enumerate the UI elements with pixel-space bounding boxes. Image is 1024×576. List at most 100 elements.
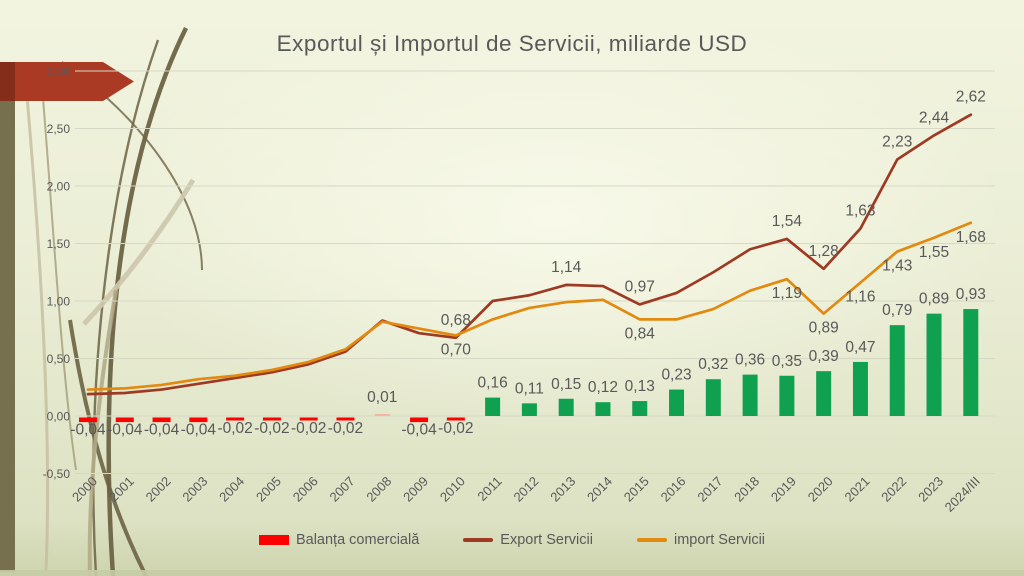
import-line	[86, 221, 973, 391]
arrow-shade	[0, 62, 15, 101]
decorative-curve	[92, 39, 160, 576]
balance-data-label: -0,04	[107, 422, 143, 439]
import-data-label: 0,84	[625, 325, 656, 342]
balance-bar	[669, 389, 685, 416]
y-axis-label: 2,50	[47, 122, 71, 136]
import-data-label: 1,43	[882, 258, 912, 275]
x-axis-label: 2023	[915, 474, 946, 505]
chart-legend: Balanța comercială Export Servicii impor…	[0, 532, 1024, 548]
balance-data-label: -0,02	[438, 420, 473, 437]
balance-data-label: 0,16	[478, 375, 508, 392]
balance-bar	[485, 397, 501, 416]
export-data-label: 2,23	[882, 134, 912, 151]
balance-data-label: -0,04	[144, 422, 180, 439]
x-axis-label: 2013	[547, 474, 578, 505]
balance-data-label: 0,12	[588, 379, 618, 396]
balance-data-label: 0,01	[367, 389, 397, 406]
y-axis-label: 1,00	[47, 295, 71, 309]
balance-bar	[299, 417, 318, 421]
export-data-label: 1,14	[551, 259, 582, 276]
y-axis-label: 1,50	[47, 237, 71, 251]
balance-data-label: 0,93	[956, 286, 986, 303]
import-data-label: 0,89	[809, 320, 839, 337]
y-axis-label: 3,00	[47, 65, 71, 79]
legend-item-import: import Servicii	[636, 532, 766, 548]
x-axis-label: 2018	[731, 474, 762, 505]
decorative-curve	[22, 61, 50, 571]
balance-bar	[446, 417, 465, 421]
legend-label-balance: Balanța comercială	[295, 532, 420, 548]
export-data-label: 1,28	[809, 243, 839, 260]
legend-item-export: Export Servicii	[463, 532, 593, 548]
balance-bar	[742, 374, 758, 416]
x-axis-label: 2022	[878, 474, 909, 505]
import-data-label: 1,16	[845, 289, 875, 306]
balance-bar	[816, 371, 832, 416]
legend-item-balance: Balanța comercială	[258, 532, 420, 548]
y-axis-label: 2,00	[47, 180, 71, 194]
x-axis-label: 2015	[621, 474, 652, 505]
export-line	[86, 113, 973, 396]
x-axis-label: 2017	[694, 474, 725, 505]
balance-bar	[226, 417, 245, 421]
export-data-label: 2,62	[956, 89, 986, 106]
balance-bar	[410, 417, 429, 423]
import-data-label: 1,55	[919, 244, 949, 261]
import-data-label: 1,68	[956, 229, 986, 246]
balance-data-label: -0,02	[254, 420, 289, 437]
balance-bar	[189, 417, 208, 423]
balance-bar	[595, 402, 611, 416]
decorative-curve	[82, 178, 196, 326]
balance-bar	[262, 417, 281, 421]
balance-data-label: 0,79	[882, 302, 912, 319]
decorative-curves	[22, 27, 203, 576]
balance-bar	[152, 417, 171, 423]
import-data-label: 0,70	[441, 342, 472, 359]
x-axis-label: 2002	[143, 474, 174, 505]
x-axis-label: 2009	[400, 474, 431, 505]
balance-data-label: -0,04	[401, 422, 437, 439]
x-axis-label: 2020	[805, 474, 836, 505]
x-axis-label: 2003	[179, 474, 210, 505]
balance-bar	[632, 401, 648, 416]
export-data-label: 2,44	[919, 109, 950, 126]
balance-data-label: 0,47	[845, 339, 875, 356]
balance-data-label: 0,15	[551, 376, 581, 393]
x-axis-label: 2004	[216, 474, 247, 505]
x-axis-label: 2012	[510, 474, 541, 505]
x-axis-label: 2006	[290, 474, 321, 505]
legend-label-export: Export Servicii	[500, 532, 593, 548]
x-axis-label: 2016	[658, 474, 689, 505]
arrow-shape	[0, 62, 134, 101]
legend-label-import: import Servicii	[673, 532, 766, 548]
balance-data-label: 0,32	[698, 356, 728, 373]
x-axis-label: 2000	[69, 474, 100, 505]
chart-title: Exportul și Importul de Servicii, miliar…	[276, 31, 748, 56]
balance-bar	[852, 361, 868, 416]
balance-bar	[336, 417, 355, 421]
balance-data-label: 0,11	[515, 380, 544, 397]
legend-swatch-export	[463, 538, 494, 542]
export-data-label: 0,97	[625, 278, 655, 295]
balance-bar	[558, 398, 574, 416]
balance-data-label: -0,02	[291, 420, 326, 437]
x-axis-label: 2010	[437, 474, 468, 505]
x-axis-label: 2007	[327, 474, 358, 505]
balance-data-label: 0,13	[625, 378, 655, 395]
decorative-curve	[87, 289, 118, 576]
balance-bar	[779, 375, 795, 416]
balance-bar	[521, 403, 537, 416]
balance-bar	[889, 325, 905, 416]
balance-bar	[705, 379, 721, 416]
balance-data-label: 0,35	[772, 353, 802, 370]
balance-data-label: 0,23	[661, 367, 691, 384]
export-data-label: 1,54	[772, 213, 803, 230]
x-axis-label: 2014	[584, 474, 615, 505]
decorative-curve	[39, 61, 77, 471]
x-axis-label: 2008	[363, 474, 394, 505]
balance-data-label: -0,02	[328, 420, 363, 437]
balance-data-label: -0,02	[217, 420, 252, 437]
